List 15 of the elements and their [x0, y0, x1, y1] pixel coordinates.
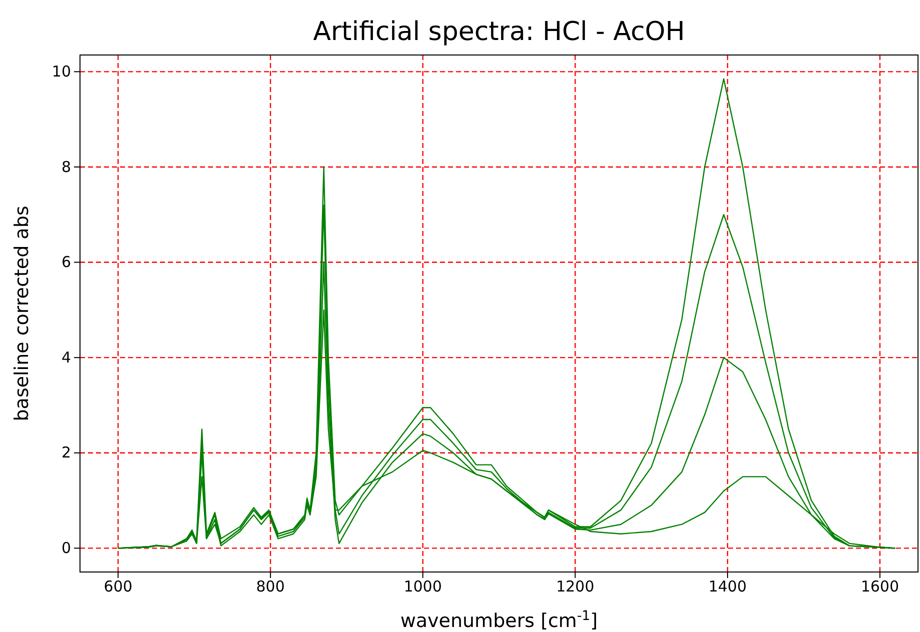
- x-tick-label: 600: [104, 578, 132, 596]
- y-axis-title: baseline corrected abs: [11, 206, 33, 422]
- y-tick-label: 0: [61, 538, 71, 557]
- y-tick-label: 4: [61, 348, 71, 366]
- y-tick-label: 10: [52, 62, 71, 80]
- y-tick-label: 2: [61, 444, 71, 462]
- x-tick-label: 800: [256, 578, 285, 596]
- y-tick-label: 8: [61, 158, 71, 176]
- y-tick-label: 6: [61, 253, 71, 272]
- x-axis-title: wavenumbers [cm$^{-1}$]: [400, 608, 598, 632]
- x-tick-label: 1000: [404, 578, 442, 596]
- x-tick-label: 1600: [860, 578, 900, 596]
- x-tick-label: 1400: [708, 578, 747, 596]
- x-tick-label: 1200: [556, 578, 594, 596]
- chart-title: Artificial spectra: HCl - AcOH: [313, 17, 685, 47]
